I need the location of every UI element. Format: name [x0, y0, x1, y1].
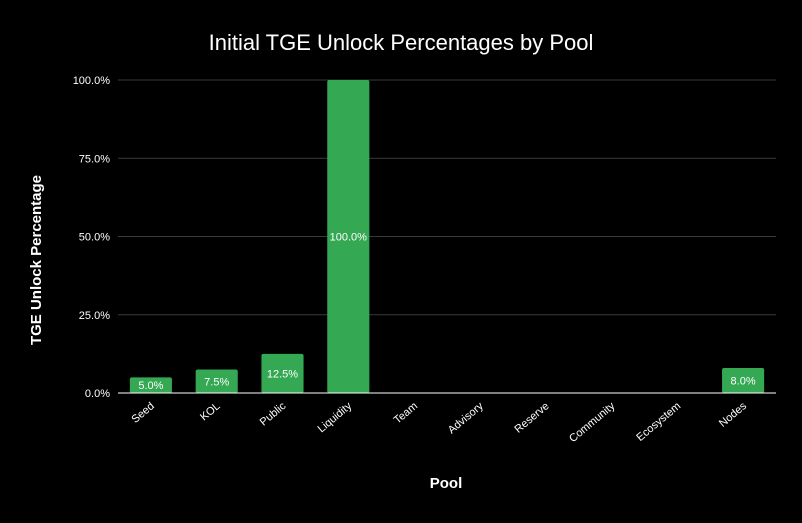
bars — [129, 80, 765, 393]
x-tick-label: Public — [258, 400, 289, 429]
x-axis-label: Pool — [430, 475, 463, 492]
y-tick-label: 0.0% — [85, 388, 110, 400]
x-tick-label: Seed — [129, 400, 156, 426]
x-tick-label: Community — [567, 400, 618, 445]
data-label: 8.0% — [731, 375, 756, 387]
gridlines — [118, 79, 776, 316]
x-tick-label: Reserve — [513, 400, 552, 436]
bar — [722, 367, 765, 393]
x-tick-label: Advisory — [446, 400, 486, 437]
x-axis-ticks: Seed KOL Public Liquidity Team Advisory Reserv… — [129, 400, 749, 445]
x-tick-label: Team — [392, 400, 420, 426]
y-tick-label: 75.0% — [79, 153, 110, 165]
y-axis-label: TGE Unlock Percentage — [28, 175, 45, 345]
y-tick-label: 25.0% — [79, 310, 110, 322]
data-labels: 5.0% 7.5% 12.5% 100.0% 8.0% — [138, 232, 755, 393]
chart-title: Initial TGE Unlock Percentages by Pool — [209, 30, 594, 55]
x-tick-label: Ecosystem — [634, 400, 683, 444]
y-tick-label: 50.0% — [79, 232, 110, 244]
y-tick-label: 100.0% — [73, 75, 111, 87]
x-tick-label: Nodes — [717, 400, 749, 430]
bar — [129, 377, 172, 393]
data-label: 100.0% — [330, 232, 368, 244]
data-label: 7.5% — [204, 376, 229, 388]
bar — [261, 353, 304, 393]
data-label: 5.0% — [138, 380, 163, 392]
x-tick-label: Liquidity — [316, 400, 355, 435]
bar — [195, 369, 238, 393]
x-tick-label: KOL — [198, 400, 223, 423]
y-axis-ticks: 0.0% 25.0% 50.0% 75.0% 100.0% — [73, 75, 111, 400]
bar — [327, 80, 370, 393]
data-label: 12.5% — [267, 368, 298, 380]
